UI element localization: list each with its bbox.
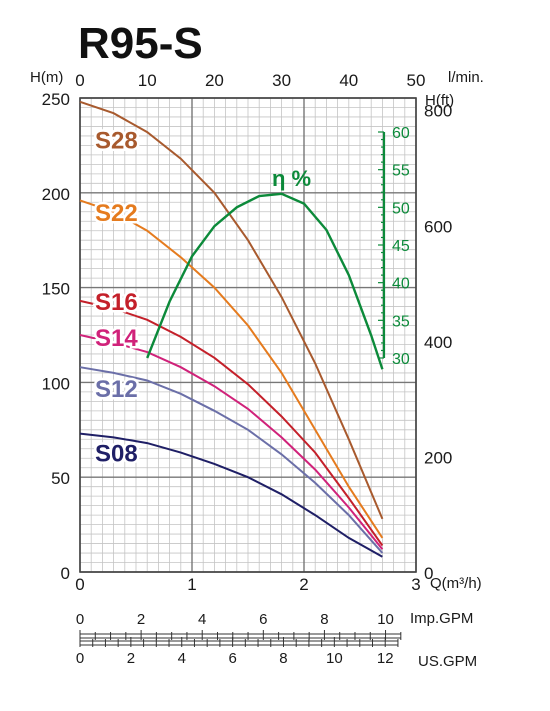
efficiency-tick-label: 35 — [392, 313, 410, 330]
x-axis-ticks: 0 1 2 3 — [75, 575, 420, 594]
series-line-s28 — [79, 100, 384, 520]
y-tick-label: 100 — [42, 374, 70, 393]
efficiency-tick-label: 55 — [392, 163, 410, 180]
x-tick-label: 3 — [411, 575, 420, 594]
y-tick-label: 50 — [51, 469, 70, 488]
scale-tick-label: 2 — [137, 611, 145, 628]
scale-tick-label: 0 — [76, 611, 84, 628]
efficiency-tick-label: 45 — [392, 238, 410, 255]
scale-tick-label: 4 — [198, 611, 206, 628]
scale-tick-label: 10 — [326, 650, 343, 667]
series-line-s22 — [79, 199, 384, 539]
curve-label-s16: S16 — [95, 289, 138, 316]
series-lines — [79, 100, 384, 558]
ft-tick-label: 200 — [424, 448, 452, 467]
efficiency-curve — [146, 192, 384, 370]
series-line-s14 — [79, 334, 384, 550]
series-line-s08 — [79, 432, 383, 558]
scale-tick-label: 8 — [320, 611, 328, 628]
scale-tick-label: 8 — [279, 650, 287, 667]
curve-label-s14: S14 — [95, 325, 138, 352]
y-tick-label: 150 — [42, 280, 70, 299]
scale-tick-label: 12 — [377, 650, 394, 667]
lmin-tick-label: 20 — [205, 71, 224, 90]
ft-tick-label: 400 — [424, 333, 452, 352]
efficiency-tick-label: 50 — [392, 200, 410, 217]
y-tick-label: 0 — [61, 564, 70, 583]
efficiency-label: η % — [272, 166, 311, 191]
imp-gpm-label: Imp.GPM — [410, 610, 473, 627]
ft-tick-label: 600 — [424, 217, 452, 236]
scale-tick-label: 10 — [377, 611, 394, 628]
y-axis-ticks: 0 50 100 150 200 250 — [42, 90, 70, 583]
curve-label-s12: S12 — [95, 376, 138, 403]
curve-label-s28: S28 — [95, 128, 138, 155]
scale-tick-label: 6 — [259, 611, 267, 628]
y-axis-label-right: H(ft) — [425, 92, 454, 109]
lmin-axis-ticks: 0 10 20 30 40 50 — [75, 71, 425, 90]
scale-tick-label: 2 — [127, 650, 135, 667]
efficiency-axis: 30 35 40 45 50 55 60 — [378, 125, 410, 368]
efficiency-tick-label: 40 — [392, 276, 410, 293]
x-top-axis-label: l/min. — [448, 69, 484, 86]
y-tick-label: 250 — [42, 90, 70, 109]
series-line-s16 — [79, 299, 384, 547]
efficiency-tick-label: 60 — [392, 125, 410, 142]
series-line-s12 — [79, 366, 384, 554]
scale-tick-label: 6 — [228, 650, 236, 667]
x-axis-label: Q(m³/h) — [430, 575, 482, 592]
ft-tick-label: 800 — [424, 102, 452, 121]
scale-tick-label: 0 — [76, 650, 84, 667]
lmin-tick-label: 40 — [339, 71, 358, 90]
scale-tick-label: 4 — [178, 650, 186, 667]
lmin-tick-label: 10 — [138, 71, 157, 90]
lmin-tick-label: 50 — [407, 71, 426, 90]
ft-axis-ticks: 0 200 400 600 800 — [424, 102, 452, 583]
x-tick-label: 2 — [299, 575, 308, 594]
imp-gpm-scale: 0 2 4 6 8 10 — [76, 611, 402, 640]
efficiency-tick-label: 30 — [392, 351, 410, 368]
y-tick-label: 200 — [42, 185, 70, 204]
curve-labels: S28 S22 S16 S14 S12 S08 — [93, 125, 141, 470]
curve-label-s22: S22 — [95, 200, 138, 227]
y-axis-label-left: H(m) — [30, 69, 63, 86]
lmin-tick-label: 0 — [75, 71, 84, 90]
x-tick-label: 1 — [187, 575, 196, 594]
lmin-tick-label: 30 — [272, 71, 291, 90]
x-tick-label: 0 — [75, 575, 84, 594]
us-gpm-label: US.GPM — [418, 653, 477, 670]
chart-title: R95-S — [78, 19, 203, 68]
ft-tick-label: 0 — [424, 564, 433, 583]
curve-label-s08: S08 — [95, 441, 138, 468]
us-gpm-scale: 0 2 4 6 8 10 12 — [76, 637, 399, 667]
